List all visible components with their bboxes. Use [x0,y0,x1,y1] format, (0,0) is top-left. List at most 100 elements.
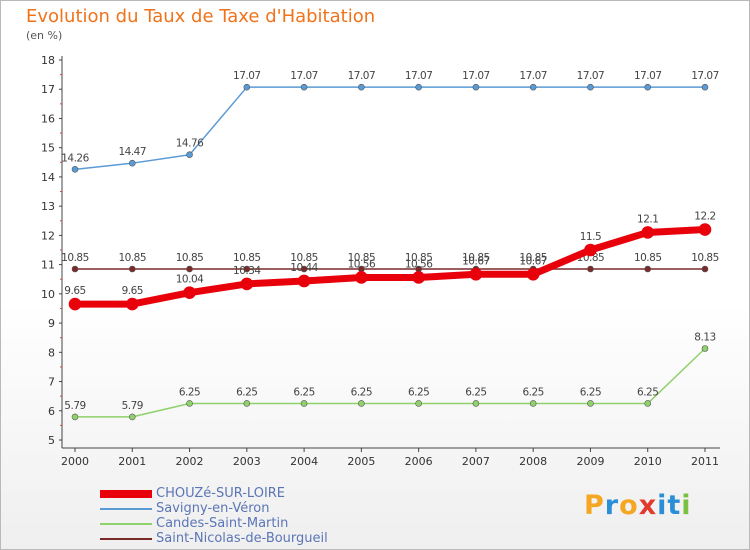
data-point [415,83,422,91]
data-point [186,265,193,273]
legend-label: Savigny-en-Véron [156,501,270,516]
legend-swatch [100,537,152,540]
data-label: 10.56 [405,258,433,270]
x-tick-label: 2006 [405,455,433,468]
data-label: 10.85 [290,252,318,264]
data-label: 6.25 [351,386,372,398]
y-tick-label: 18 [41,54,55,67]
y-tick-label: 10 [41,288,55,301]
data-label: 10.56 [348,258,376,270]
y-tick-label: 14 [41,171,55,184]
data-label: 10.85 [233,252,261,264]
series-line [75,347,706,418]
data-label: 10.85 [634,252,662,264]
data-label: 10.67 [462,255,490,267]
y-tick-label: 8 [48,346,55,359]
logo-letter: i [657,490,668,521]
logo-letter: i [681,490,692,521]
x-tick-label: 2003 [233,455,261,468]
y-tick-label: 16 [41,112,55,125]
data-label: 17.07 [405,70,433,82]
data-point [300,83,308,91]
data-point [128,265,136,273]
data-point [240,277,254,291]
series-line [75,226,706,308]
data-label: 17.07 [290,70,318,82]
data-point [641,226,655,239]
data-point [472,83,480,91]
data-label: 5.79 [122,400,143,412]
legend-item: Savigny-en-Véron [100,501,328,516]
data-label: 6.25 [580,386,601,398]
data-point [412,271,425,284]
data-point [297,274,311,288]
legend-item: Saint-Nicolas-de-Bourgueil [100,531,328,546]
data-label: 10.85 [348,252,376,264]
data-label: 14.26 [61,152,89,164]
legend-swatch [100,489,152,498]
x-tick-label: 2002 [176,455,204,468]
data-label: 10.85 [176,252,204,264]
data-point [584,243,597,257]
legend-item: Candes-Saint-Martin [100,516,328,531]
y-tick-label: 15 [41,142,55,155]
data-label: 17.07 [519,70,547,82]
unit-label: (en %) [26,29,63,42]
x-tick-label: 2004 [290,455,318,468]
data-label: 6.25 [179,386,200,398]
series-line [74,86,705,171]
data-point [183,286,196,299]
data-label: 10.34 [233,265,261,277]
legend-item: CHOUZé-SUR-LOIRE [100,486,328,501]
x-tick-label: 2007 [462,455,490,468]
data-point [701,83,709,91]
chart-legend: CHOUZé-SUR-LOIRE Savigny-en-Véron Candes-S… [100,486,328,546]
data-label: 12.2 [694,211,715,223]
y-tick-label: 5 [48,434,55,447]
data-label: 14.76 [176,138,204,150]
data-label: 9.65 [64,285,85,297]
data-point [358,400,365,407]
y-tick-label: 12 [41,229,55,242]
data-label: 6.25 [236,386,257,398]
data-label: 10.85 [519,252,547,264]
x-tick-label: 2010 [634,455,662,468]
data-point [300,265,308,273]
data-label: 6.25 [465,386,486,398]
data-point [415,400,422,407]
data-label: 10.85 [61,252,89,264]
logo-letter: P [584,490,605,521]
data-label: 10.04 [176,274,204,286]
data-point [529,400,537,407]
legend-swatch [100,507,152,510]
y-tick-label: 13 [41,200,55,213]
data-point [644,265,652,273]
data-point [469,267,483,281]
data-point [243,83,251,91]
data-point [529,83,537,91]
data-label: 9.65 [122,285,143,297]
logo-letter: o [619,490,639,521]
data-point [128,159,136,167]
data-label: 10.44 [290,262,318,274]
data-point [698,223,712,236]
logo-letter: t [667,490,682,521]
data-label: 17.07 [577,70,605,82]
data-point [300,400,308,407]
data-label: 10.85 [405,252,433,264]
data-point [128,413,136,421]
x-tick-label: 2011 [691,455,719,468]
proxiti-logo: Proxiti [584,490,692,521]
x-tick-label: 2009 [576,455,604,468]
data-point [644,400,652,407]
data-label: 8.13 [694,332,715,344]
x-tick-label: 2001 [118,455,146,468]
legend-label: CHOUZé-SUR-LOIRE [156,486,286,501]
data-point [701,265,709,273]
chart-title: Evolution du Taux de Taxe d'Habitation [26,6,376,27]
data-label: 11.5 [580,231,601,243]
data-label: 6.25 [408,386,429,398]
y-tick-label: 6 [48,405,55,418]
x-tick-label: 2008 [519,455,547,468]
